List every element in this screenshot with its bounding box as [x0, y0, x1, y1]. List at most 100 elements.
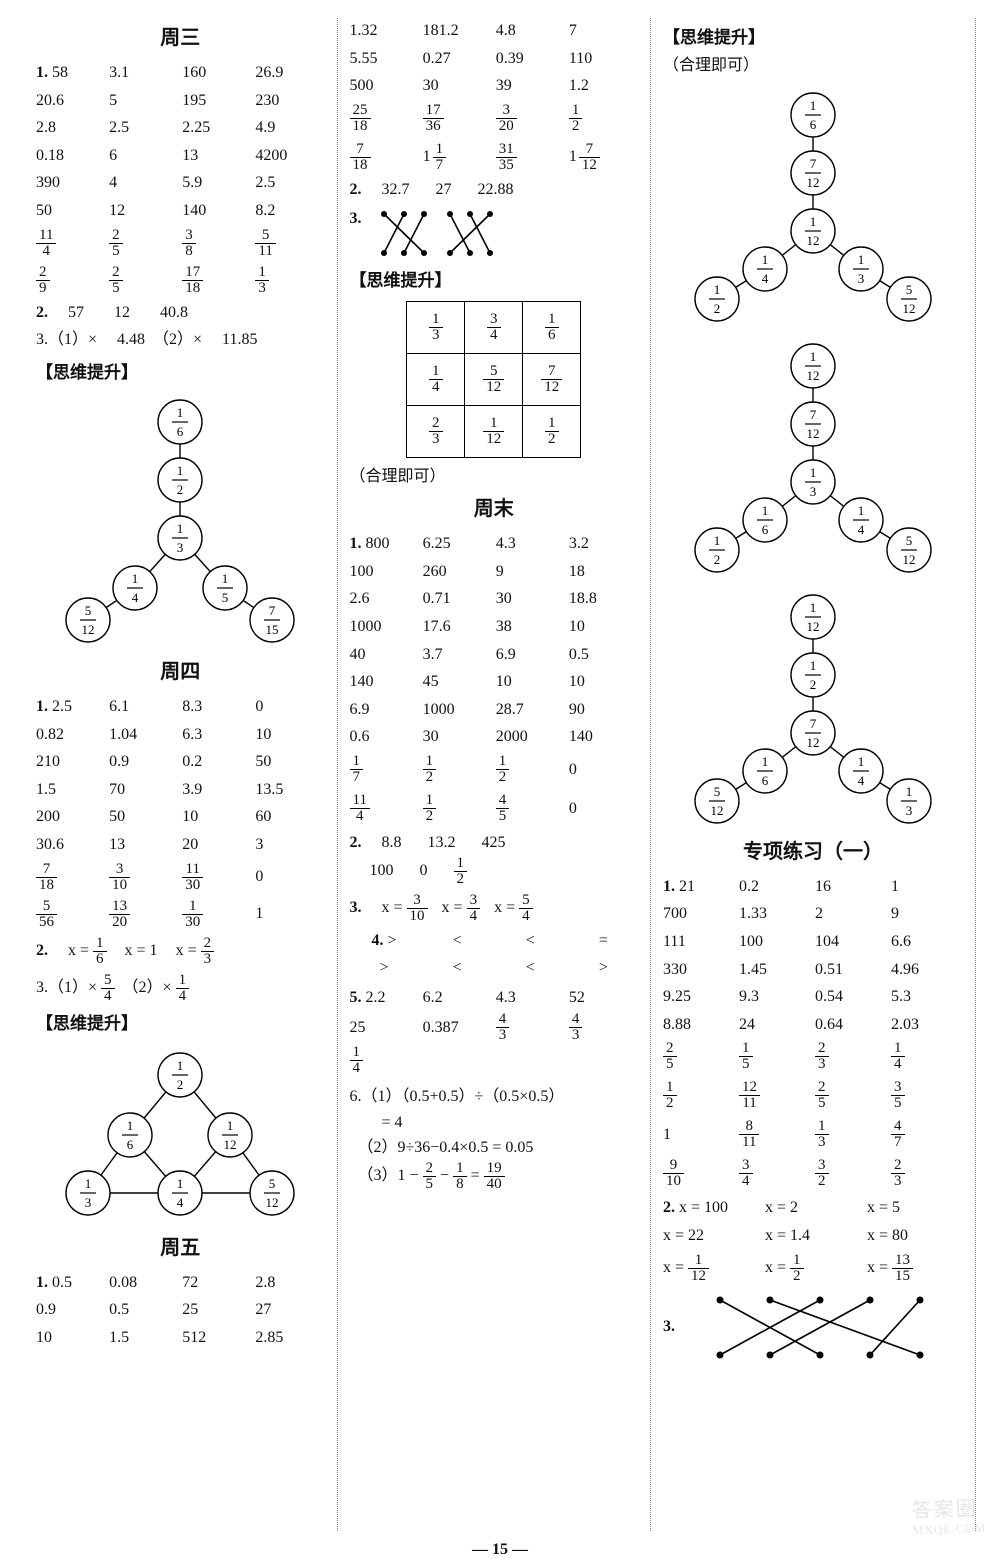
svg-text:12: 12: [807, 619, 820, 634]
svg-text:1: 1: [177, 1058, 184, 1073]
svg-text:3: 3: [85, 1195, 92, 1210]
svg-text:12: 12: [807, 735, 820, 750]
svg-text:12: 12: [807, 426, 820, 441]
svg-text:1: 1: [127, 1118, 134, 1133]
svg-text:6: 6: [810, 117, 817, 132]
svg-text:12: 12: [266, 1195, 279, 1210]
magic-square: 133416145127122311212: [406, 301, 581, 458]
qnum: 3.: [350, 206, 368, 232]
svg-text:1: 1: [858, 503, 865, 518]
svg-text:3: 3: [810, 484, 817, 499]
svg-text:3: 3: [177, 540, 184, 555]
svg-text:1: 1: [714, 282, 721, 297]
q6-line: = 4: [350, 1110, 639, 1136]
c3-reasonable: （合理即可）: [663, 53, 963, 79]
svg-text:1: 1: [177, 463, 184, 478]
tree-diagram-1: 1612131415512715: [40, 392, 320, 652]
c2-zhoumo-q4: 4. ><<=><<>: [350, 928, 639, 981]
tree-diagram-2: 12161121314512: [40, 1043, 320, 1228]
match-diagram: [695, 1290, 945, 1365]
column-3: 【思维提升】 （合理即可） 16712112141312512 11271213…: [651, 18, 976, 1531]
svg-text:12: 12: [807, 368, 820, 383]
svg-text:1: 1: [858, 252, 865, 267]
q6-line: 6.（1）（0.5+0.5）÷（0.5×0.5）: [350, 1084, 639, 1110]
svg-text:1: 1: [132, 571, 139, 586]
svg-text:6: 6: [762, 522, 769, 537]
column-1: 周三 1. 583.116026.920.651952302.82.52.254…: [24, 18, 338, 1531]
svg-text:3: 3: [858, 271, 865, 286]
c2-zhoumo-q1: 1. 8006.254.33.21002609182.60.713018.810…: [350, 531, 639, 750]
page: 周三 1. 583.116026.920.651952302.82.52.254…: [0, 0, 1000, 1567]
c1-zhousan-q3: 3.（1）× 4.48 （2）× 11.85: [36, 327, 325, 353]
svg-text:5: 5: [269, 1176, 276, 1191]
heading-zhouwu: 周五: [36, 1232, 325, 1264]
svg-text:1: 1: [762, 503, 769, 518]
svg-text:1: 1: [906, 784, 913, 799]
heading-zhuanxiang: 专项练习（一）: [663, 836, 963, 868]
c2-top-rows: 1.32181.24.875.550.270.3911050030391.2: [350, 18, 639, 99]
svg-text:1: 1: [222, 571, 229, 586]
svg-text:12: 12: [711, 803, 724, 818]
svg-text:12: 12: [903, 301, 916, 316]
qnum: 3.: [350, 895, 368, 921]
svg-text:5: 5: [906, 282, 913, 297]
svg-text:1: 1: [714, 533, 721, 548]
svg-text:15: 15: [266, 622, 279, 637]
svg-text:4: 4: [858, 773, 865, 788]
svg-text:6: 6: [177, 424, 184, 439]
svg-text:4: 4: [132, 590, 139, 605]
c3-zx-q2: 2. x = 100x = 2x = 5x = 22x = 1.4x = 80 …: [663, 1195, 963, 1283]
svg-text:2: 2: [714, 552, 721, 567]
svg-text:12: 12: [807, 175, 820, 190]
page-number: — 15 —: [0, 1541, 1000, 1559]
qnum: 2.: [350, 177, 368, 203]
svg-text:2: 2: [177, 482, 184, 497]
svg-text:1: 1: [177, 405, 184, 420]
c3-swts: 【思维提升】: [663, 24, 963, 51]
svg-text:4: 4: [858, 522, 865, 537]
svg-text:12: 12: [807, 233, 820, 248]
c2-zhoumo-q1f: 171212011412450: [350, 754, 639, 824]
qnum: 3.: [663, 1314, 681, 1340]
svg-text:7: 7: [810, 156, 817, 171]
svg-text:12: 12: [224, 1137, 237, 1152]
c2-q2: 2. 32.72722.88: [350, 177, 639, 203]
svg-text:12: 12: [82, 622, 95, 637]
svg-text:7: 7: [269, 603, 276, 618]
c1-zhousi-q3: 3.（1）× 54 （2）× 14: [36, 973, 325, 1004]
heading-zhousi: 周四: [36, 656, 325, 688]
q6-line: （2）9÷36−0.4×0.5 = 0.05: [350, 1135, 639, 1161]
c2-q3: 3.: [350, 206, 639, 261]
svg-text:4: 4: [177, 1195, 184, 1210]
tree-diagram-c3-1: 16712112141312512: [663, 85, 963, 330]
svg-text:5: 5: [714, 784, 721, 799]
c2-top-fracs: 251817363201271811731351712: [350, 103, 639, 173]
svg-text:6: 6: [127, 1137, 134, 1152]
column-2: 1.32181.24.875.550.270.3911050030391.2 2…: [338, 18, 652, 1531]
c2-zhoumo-q3: 3. x = 310x = 34x = 54: [350, 893, 639, 924]
svg-text:2: 2: [177, 1077, 184, 1092]
svg-text:5: 5: [85, 603, 92, 618]
svg-text:1: 1: [810, 214, 817, 229]
c1-swts-1: 【思维提升】: [36, 359, 325, 386]
svg-text:3: 3: [906, 803, 913, 818]
svg-text:1: 1: [177, 1176, 184, 1191]
svg-text:2: 2: [714, 301, 721, 316]
svg-text:1: 1: [810, 465, 817, 480]
c1-zhousi-q2: 2. x = 16x = 1x = 23: [36, 936, 325, 967]
svg-text:12: 12: [903, 552, 916, 567]
svg-text:6: 6: [762, 773, 769, 788]
tree-diagram-c3-3: 11212712161451213: [663, 587, 963, 832]
match-x-2: [440, 206, 500, 261]
c2-reasonable: （合理即可）: [350, 464, 639, 490]
c1-swts-2: 【思维提升】: [36, 1010, 325, 1037]
c3-zx-q1: 1. 210.21617001.33291111001046.63301.450…: [663, 874, 963, 1038]
svg-text:1: 1: [227, 1118, 234, 1133]
svg-text:5: 5: [906, 533, 913, 548]
qnum: 2.: [36, 300, 54, 326]
svg-text:4: 4: [762, 271, 769, 286]
svg-text:1: 1: [810, 658, 817, 673]
svg-text:7: 7: [810, 407, 817, 422]
c2-zhoumo-q2: 2.8.813.2425 100012: [350, 830, 639, 887]
c2-zhoumo-q5: 5. 2.26.24.352250.387434314: [350, 985, 639, 1077]
